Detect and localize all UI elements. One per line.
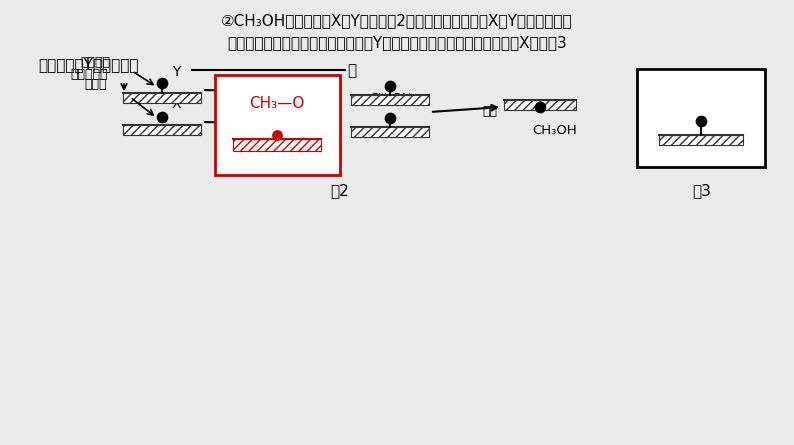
Text: 图2: 图2	[330, 183, 349, 198]
Text: +H⁺+e⁻: +H⁺+e⁻	[246, 86, 295, 99]
Text: 催化剂载体中的活性金属带正电性，Y与活性金属结合后的相对能量低于X。在图3: 催化剂载体中的活性金属带正电性，Y与活性金属结合后的相对能量低于X。在图3	[227, 35, 567, 50]
Text: 化学键: 化学键	[84, 78, 106, 91]
Bar	[504, 100, 576, 110]
Point	[384, 114, 396, 121]
Text: 脱附: 脱附	[483, 105, 498, 118]
Point	[384, 82, 396, 89]
Point	[156, 80, 168, 87]
FancyBboxPatch shape	[215, 75, 340, 175]
Text: ②CH₃OH可由中间体X或Y经过如图2所示两步转化得到。X和Y的组成相同，: ②CH₃OH可由中间体X或Y经过如图2所示两步转化得到。X和Y的组成相同，	[222, 13, 572, 28]
Text: 图3: 图3	[692, 183, 711, 198]
Text: 方框内画出Y的结构简式: 方框内画出Y的结构简式	[38, 57, 138, 72]
Text: CH₃OH: CH₃OH	[533, 124, 577, 137]
Text: 。: 。	[347, 63, 357, 78]
Text: CH₃OH: CH₃OH	[368, 92, 411, 105]
Text: 活性金属: 活性金属	[80, 56, 110, 69]
Bar	[123, 93, 201, 103]
FancyBboxPatch shape	[637, 69, 765, 167]
Text: CH₃—O: CH₃—O	[249, 96, 305, 110]
Text: 催化剂载体: 催化剂载体	[70, 68, 107, 81]
Bar	[233, 139, 321, 151]
Point	[695, 117, 707, 125]
Text: +H⁺+e⁻: +H⁺+e⁻	[246, 119, 295, 132]
Point	[534, 103, 546, 110]
Bar	[659, 135, 743, 145]
Point	[271, 131, 283, 138]
Bar	[351, 95, 429, 105]
Bar	[123, 125, 201, 135]
Point	[156, 113, 168, 121]
Text: X: X	[172, 97, 182, 111]
Bar	[351, 127, 429, 137]
Text: Y: Y	[172, 65, 180, 79]
